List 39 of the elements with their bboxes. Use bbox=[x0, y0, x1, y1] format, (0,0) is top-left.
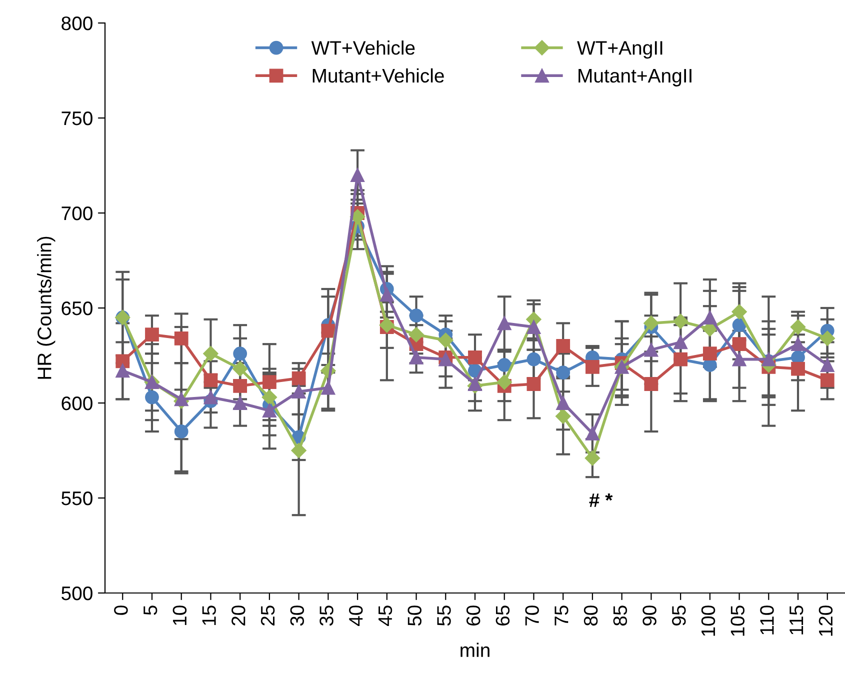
x-tick-label: 105 bbox=[730, 606, 745, 636]
x-tick-label: 25 bbox=[260, 606, 275, 626]
x-tick-label: 5 bbox=[144, 606, 158, 615]
x-tick-label: 110 bbox=[760, 606, 774, 634]
x-tick-label: 95 bbox=[672, 606, 686, 626]
y-tick-label: 550 bbox=[62, 491, 92, 506]
x-tick-label: 35 bbox=[320, 606, 334, 626]
x-tick-label: 70 bbox=[525, 606, 539, 626]
x-tick-label: 40 bbox=[348, 606, 363, 626]
x-tick-label: 100 bbox=[701, 606, 716, 636]
annotation: # * bbox=[589, 493, 613, 507]
x-tick-label: 55 bbox=[437, 606, 451, 626]
y-tick-label: 650 bbox=[62, 301, 92, 316]
y-tick-label: 700 bbox=[62, 206, 92, 220]
y-tick-label: 600 bbox=[62, 396, 92, 410]
x-tick-label: 30 bbox=[290, 606, 304, 626]
x-tick-label: 65 bbox=[496, 606, 510, 626]
x-tick-label: 50 bbox=[408, 606, 422, 626]
x-tick-label: 75 bbox=[554, 606, 568, 626]
x-tick-label: 60 bbox=[466, 606, 480, 626]
legend-label: WT+AngII bbox=[577, 41, 662, 59]
y-tick-label: 800 bbox=[62, 16, 92, 30]
legend-label: Mutant+AngII bbox=[578, 69, 692, 86]
x-tick-label: 120 bbox=[818, 606, 833, 636]
y-tick-label: 500 bbox=[62, 586, 92, 600]
y-axis-title: HR (Counts/min) bbox=[37, 236, 56, 379]
x-tick-label: 10 bbox=[172, 606, 187, 625]
x-tick-label: 90 bbox=[642, 606, 656, 626]
x-tick-label: 45 bbox=[378, 606, 392, 626]
x-tick-label: 20 bbox=[232, 606, 246, 626]
x-tick-label: 80 bbox=[584, 606, 598, 626]
x-tick-label: 0 bbox=[114, 606, 128, 615]
legend-label: WT+Vehicle bbox=[311, 40, 415, 55]
y-tick-label: 750 bbox=[62, 111, 92, 126]
x-tick-label: 15 bbox=[202, 606, 216, 625]
x-axis-title: min bbox=[460, 642, 490, 657]
x-tick-label: 85 bbox=[613, 606, 628, 626]
x-tick-label: 115 bbox=[790, 606, 804, 634]
legend-label: Mutant+Vehicle bbox=[312, 68, 444, 83]
